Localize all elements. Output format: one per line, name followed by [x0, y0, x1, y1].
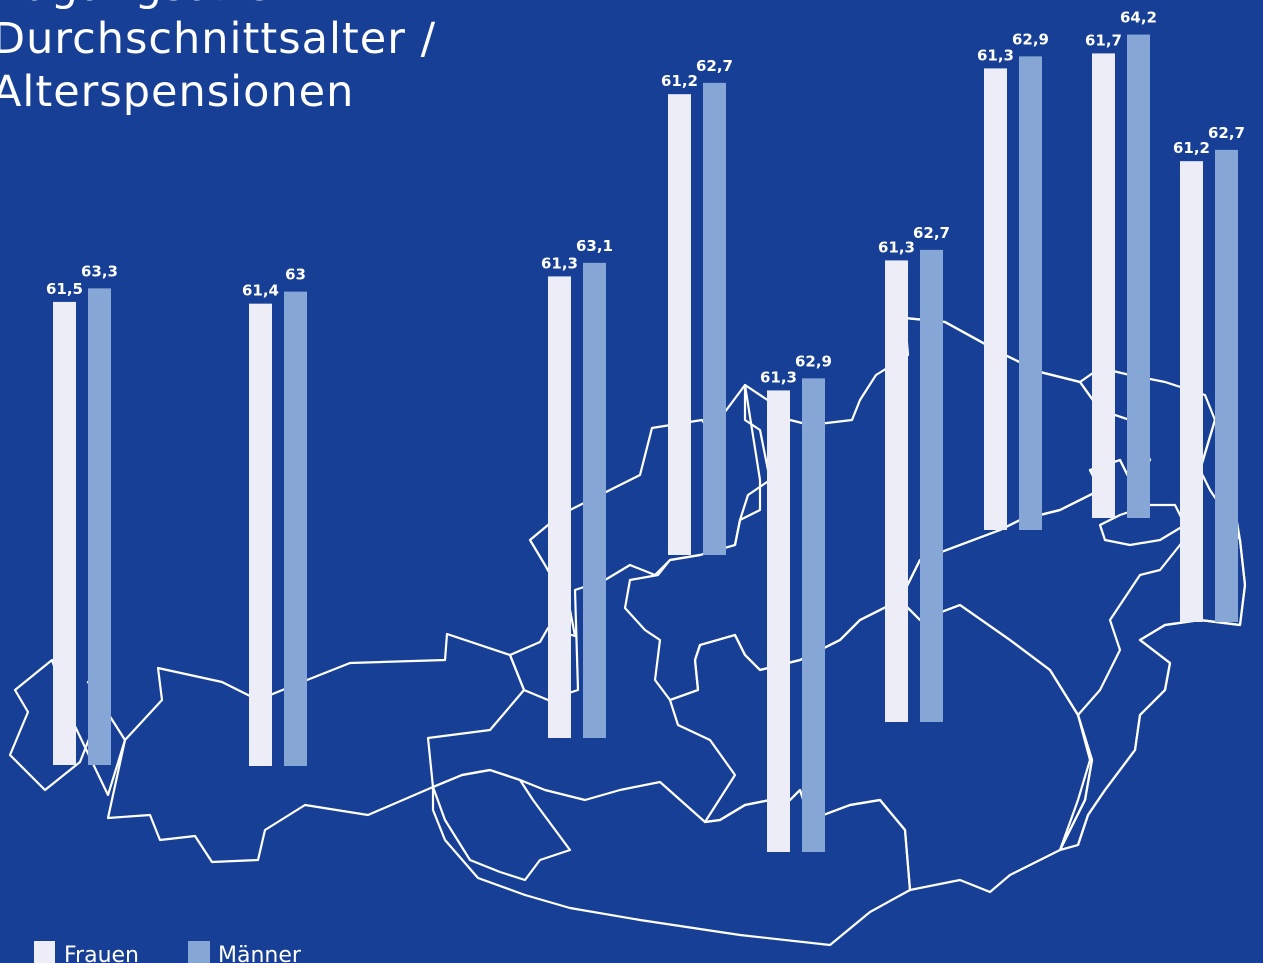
title-line-2: Durchschnittsalter /	[0, 14, 437, 64]
map-steiermark-outline	[668, 598, 1094, 894]
legend-label-frauen: Frauen	[64, 943, 139, 963]
bar-maenner-1	[284, 291, 307, 766]
map-burgenland-outline	[1058, 418, 1247, 852]
title-line-1: Zugangsalter	[0, 0, 436, 13]
legend: Frauen Männer	[34, 941, 302, 963]
bar-frauen-0	[53, 301, 76, 765]
bar-label-maenner-2: 63,1	[576, 237, 613, 255]
bar-frauen-1	[249, 303, 272, 766]
bar-frauen-4	[767, 390, 790, 852]
bar-frauen-2	[548, 276, 571, 738]
austria-map-outline	[8, 316, 1247, 947]
bar-frauen-6	[984, 68, 1007, 530]
bar-label-frauen-2: 61,3	[541, 254, 578, 272]
map-tirol-outline	[106, 632, 526, 864]
legend-swatch-frauen	[34, 941, 55, 963]
bar-labels-layer: 61,563,361,46361,363,161,262,761,362,961…	[46, 9, 1245, 387]
bar-maenner-2	[583, 262, 606, 738]
title-line-3: Alterspensionen	[0, 67, 355, 117]
bar-label-maenner-8: 62,7	[1208, 124, 1245, 142]
bar-frauen-8	[1180, 161, 1203, 622]
bar-label-maenner-7: 64,2	[1120, 9, 1157, 27]
bar-label-maenner-0: 63,3	[81, 262, 118, 280]
bar-frauen-5	[885, 260, 908, 722]
bar-label-maenner-5: 62,7	[913, 224, 950, 242]
bar-label-frauen-6: 61,3	[977, 46, 1014, 64]
bar-maenner-8	[1215, 149, 1238, 622]
bar-maenner-0	[88, 288, 111, 765]
bar-label-maenner-3: 62,7	[696, 57, 733, 75]
bar-frauen-7	[1092, 53, 1115, 519]
bar-label-maenner-6: 62,9	[1012, 30, 1049, 48]
bar-label-frauen-8: 61,2	[1173, 139, 1210, 157]
bar-frauen-3	[668, 94, 691, 555]
bar-label-frauen-4: 61,3	[760, 368, 797, 386]
bar-maenner-3	[703, 82, 726, 555]
legend-swatch-maenner	[188, 941, 210, 963]
bar-maenner-4	[802, 378, 825, 852]
bar-maenner-5	[920, 249, 943, 722]
bar-label-frauen-5: 61,3	[878, 238, 915, 256]
bar-label-maenner-1: 63	[285, 266, 306, 284]
map-osttirol-outline	[431, 768, 572, 882]
bar-label-frauen-3: 61,2	[661, 72, 698, 90]
legend-label-maenner: Männer	[218, 943, 302, 963]
bar-maenner-7	[1127, 34, 1150, 518]
bar-maenner-6	[1019, 56, 1042, 530]
map-kaernten-outline	[431, 768, 912, 947]
bar-label-maenner-4: 62,9	[795, 352, 832, 370]
bar-label-frauen-1: 61,4	[242, 282, 279, 300]
bar-label-frauen-7: 61,7	[1085, 31, 1122, 49]
bars-layer	[53, 34, 1238, 852]
chart-title: Zugangsalter Durchschnittsalter / Alters…	[0, 0, 436, 119]
bar-label-frauen-0: 61,5	[46, 280, 83, 298]
